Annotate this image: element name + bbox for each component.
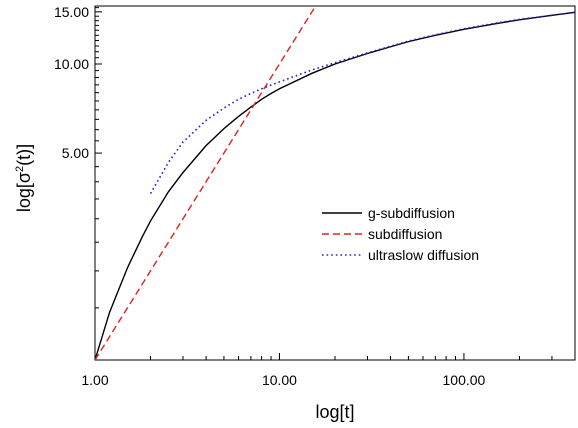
- plot-frame: [94, 5, 576, 361]
- x-tick-label: 1.00: [81, 372, 108, 388]
- y-tick-label: 5.00: [62, 145, 89, 161]
- x-tick-label: 10.00: [262, 372, 297, 388]
- y-tick-label: 10.00: [54, 56, 89, 72]
- series-line-g-subdiffusion: [95, 11, 575, 360]
- series-group: [95, 6, 575, 360]
- y-tick-label: 15.00: [54, 4, 89, 20]
- y-label-suffix: (t)]: [14, 144, 34, 166]
- y-label-prefix: log[σ: [14, 172, 34, 212]
- legend-label: subdiffusion: [368, 226, 442, 242]
- x-axis-label: log[t]: [315, 402, 354, 422]
- legend: g-subdiffusion subdiffusion ultraslow diff…: [322, 205, 479, 263]
- legend-label: ultraslow diffusion: [368, 247, 479, 263]
- y-axis-label: log[σ2(t)]: [14, 144, 34, 212]
- y-axis: 5.00 10.00 15.00: [54, 4, 102, 309]
- x-tick-label: 100.00: [443, 372, 486, 388]
- legend-label: g-subdiffusion: [368, 205, 455, 221]
- series-line-subdiffusion: [95, 6, 317, 360]
- x-axis: 1.00 10.00 100.00: [81, 353, 576, 388]
- y-label-superscript: 2: [14, 166, 26, 172]
- series-line-ultraslow-diffusion: [149, 11, 575, 194]
